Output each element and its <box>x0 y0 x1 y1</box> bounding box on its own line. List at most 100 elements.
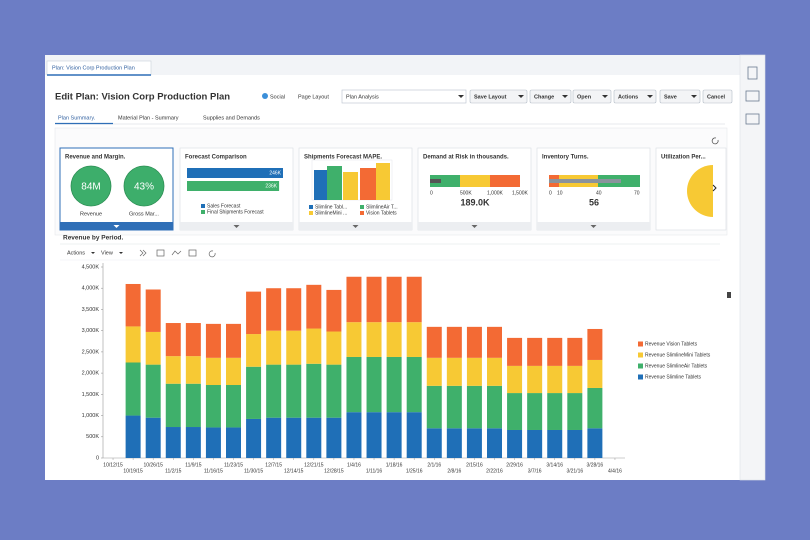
social-icon[interactable] <box>262 93 268 99</box>
bar-segment <box>487 326 502 358</box>
bar-segment <box>306 328 322 364</box>
bar-segment <box>286 330 302 365</box>
x-tick-label: 2/8/16 <box>447 468 461 474</box>
side-icon[interactable] <box>747 66 758 80</box>
bar-segment <box>286 417 302 458</box>
bar-segment <box>185 383 201 428</box>
legend-label: Slimline Tabl... <box>315 204 347 210</box>
bar-segment <box>326 417 342 458</box>
bar-segment <box>246 291 262 335</box>
bar-segment <box>226 357 241 385</box>
bar-segment <box>507 337 523 366</box>
gauge-tick: 0 <box>430 190 433 196</box>
toolbar-button[interactable] <box>613 89 657 104</box>
toolbar-button[interactable] <box>702 89 733 104</box>
splitter-handle[interactable] <box>727 292 731 298</box>
window <box>45 55 765 480</box>
bar-segment <box>306 284 322 329</box>
side-panel <box>739 54 766 481</box>
bar-segment <box>366 276 382 323</box>
toolbar-button-label[interactable]: Save Layout <box>474 94 507 100</box>
tab[interactable]: Supplies and Demands <box>203 115 260 121</box>
bar-segment <box>587 359 603 388</box>
x-tick-label: 2/1/16 <box>427 462 441 468</box>
chart-view-menu[interactable]: View <box>101 250 113 256</box>
bar-segment <box>266 288 282 331</box>
x-tick-label: 2/15/16 <box>466 462 483 468</box>
bar-segment <box>165 383 181 428</box>
layout-select[interactable] <box>341 89 467 104</box>
section-title: Revenue by Period. <box>63 235 124 242</box>
toolbar-button-label[interactable]: Actions <box>618 94 638 100</box>
toolbar-button[interactable] <box>469 89 528 104</box>
social-link[interactable]: Social <box>270 94 285 100</box>
bar-segment <box>185 323 201 357</box>
toolbar-button[interactable] <box>659 89 701 104</box>
x-tick-label: 11/16/15 <box>204 468 223 474</box>
bar-segment <box>366 322 382 357</box>
bar-segment <box>466 385 482 429</box>
bar-segment <box>446 385 462 429</box>
bar-segment <box>426 428 442 458</box>
x-tick-label: 12/21/15 <box>304 462 324 468</box>
toolbar-button-label[interactable]: Save <box>664 94 677 100</box>
bar-segment <box>125 415 141 458</box>
side-icon[interactable] <box>745 90 760 102</box>
card-footer-arrow <box>113 225 120 228</box>
bar-segment <box>547 393 563 430</box>
tab[interactable]: Plan Summary. <box>58 115 96 121</box>
bar-segment <box>205 323 221 358</box>
x-tick-label: 1/25/16 <box>406 468 423 474</box>
chart-actions-menu[interactable]: Actions <box>67 250 85 256</box>
x-tick-label: 2/29/16 <box>506 462 523 468</box>
tab[interactable]: Material Plan - Summary <box>118 115 179 121</box>
y-tick-label: 500K <box>86 434 99 440</box>
icon[interactable] <box>156 249 165 257</box>
bar-segment <box>587 387 603 429</box>
chart-toolbar-icons <box>139 249 216 258</box>
bar-segment <box>266 417 282 458</box>
window-tab-label[interactable]: Plan: Vision Corp Production Plan <box>52 65 135 71</box>
card-title: Revenue and Margin. <box>65 155 126 161</box>
legend-label: SlimlineAir T... <box>366 204 398 210</box>
gauge-tick: 10 <box>557 190 563 196</box>
bar-segment <box>507 365 523 394</box>
icon[interactable] <box>171 250 182 256</box>
icon[interactable] <box>139 249 147 257</box>
y-tick-label: 4,500K <box>82 264 100 270</box>
bar-segment <box>406 356 422 413</box>
icon[interactable] <box>208 250 216 258</box>
legend-swatch <box>309 205 313 209</box>
x-tick-label: 11/2/15 <box>165 468 182 474</box>
bar-segment <box>205 384 221 428</box>
bar-segment <box>145 289 161 332</box>
toolbar-button[interactable] <box>529 89 572 104</box>
legend-swatch <box>309 211 313 215</box>
y-tick-label: 1,500K <box>82 392 100 398</box>
bar-segment <box>145 417 161 458</box>
gauge-tick: 40 <box>596 190 602 196</box>
side-icon[interactable] <box>745 113 760 125</box>
toolbar-button[interactable] <box>572 89 612 104</box>
carousel-next[interactable] <box>712 184 717 192</box>
legend-swatch <box>638 363 643 369</box>
toolbar-button-label[interactable]: Cancel <box>707 94 726 100</box>
gauge-tick: 1,000K <box>487 190 504 196</box>
bar-segment <box>125 283 141 327</box>
card[interactable] <box>536 147 651 231</box>
toolbar-button-label[interactable]: Change <box>534 94 554 100</box>
layout-select-value[interactable]: Plan Analysis <box>346 94 379 100</box>
refresh-icon[interactable] <box>711 137 719 145</box>
legend-label: Revenue SlimlineMini Tablets <box>645 352 711 358</box>
bar-segment <box>567 393 583 430</box>
bar-segment <box>406 412 422 458</box>
icon[interactable] <box>188 249 197 257</box>
bar-segment <box>386 276 402 323</box>
x-tick-label: 3/21/16 <box>566 468 583 474</box>
bar-segment <box>487 357 502 386</box>
legend-label: Revenue SlimlineAir Tablets <box>645 363 708 369</box>
x-tick-label: 10/12/15 <box>103 462 123 468</box>
toolbar-button-label[interactable]: Open <box>577 94 592 100</box>
gauge-tick: 1,500K <box>512 190 529 196</box>
